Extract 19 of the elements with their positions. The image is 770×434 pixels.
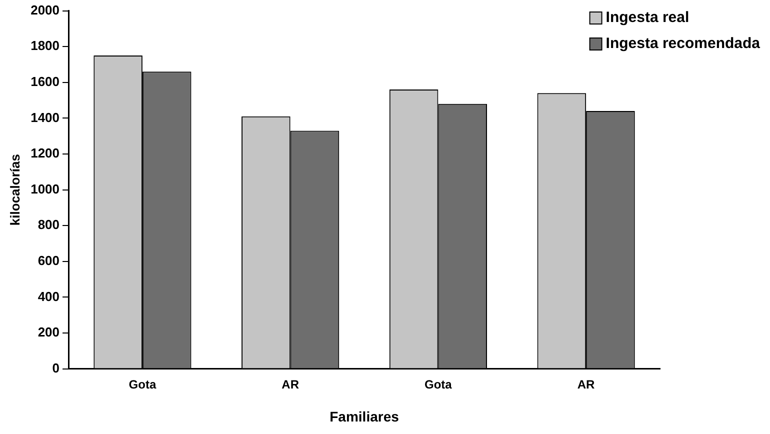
- y-tick-label: 1400: [30, 110, 60, 125]
- x-tick-label: AR: [282, 377, 300, 392]
- x-axis-title: Familiares: [330, 408, 400, 424]
- x-tick-label: Gota: [128, 377, 156, 392]
- y-tick-label: 400: [38, 288, 60, 304]
- y-axis-title: kilocalorías: [7, 154, 22, 226]
- legend-label: Ingesta real: [606, 9, 690, 26]
- x-tick-label: AR: [577, 377, 596, 392]
- y-tick-label: 600: [38, 252, 60, 268]
- y-tick-label: 1600: [30, 74, 60, 89]
- y-tick-label: 200: [38, 324, 60, 340]
- x-tick-label: Gota: [424, 377, 452, 392]
- y-tick-label: 800: [38, 217, 60, 232]
- y-tick-label: 1800: [30, 38, 60, 54]
- y-tick-label: 0: [52, 360, 60, 376]
- legend-label: Ingesta recomendada: [606, 35, 761, 52]
- y-tick-label: 1000: [30, 181, 60, 196]
- y-tick-label: 2000: [30, 2, 60, 18]
- y-tick-label: 1200: [30, 146, 60, 161]
